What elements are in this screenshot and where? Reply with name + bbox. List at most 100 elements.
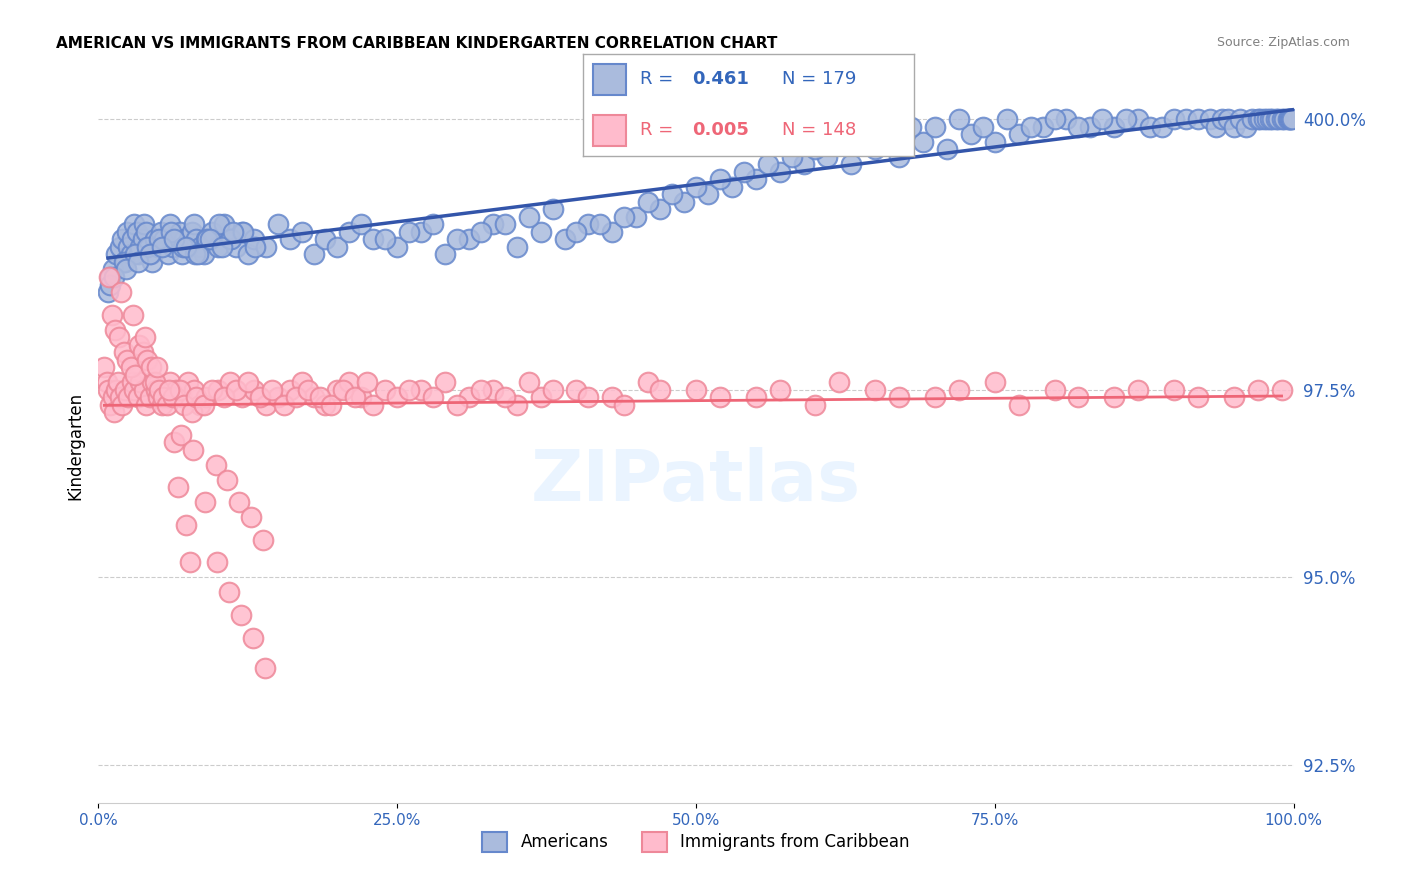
Point (363, 398, 385, 412)
Point (114, 383, 136, 397)
Point (517, 210, 540, 224)
Point (446, 398, 468, 412)
Point (267, 390, 290, 404)
Point (138, 240, 160, 254)
Point (162, 390, 184, 404)
Point (1080, 120, 1102, 134)
Point (385, 240, 409, 254)
Point (236, 375, 259, 389)
Point (828, 135, 851, 149)
Point (219, 375, 242, 389)
Point (165, 383, 187, 397)
Point (105, 383, 128, 397)
Point (1175, 112, 1198, 127)
Point (165, 232, 187, 246)
Point (260, 383, 283, 397)
Point (1247, 112, 1270, 127)
Point (1223, 120, 1246, 134)
Point (745, 172, 768, 186)
Point (308, 390, 330, 404)
Point (1216, 112, 1239, 127)
Point (756, 157, 779, 171)
Point (186, 390, 208, 404)
Point (769, 383, 792, 397)
Point (207, 383, 229, 397)
Point (111, 232, 134, 246)
Point (297, 383, 319, 397)
Point (101, 390, 124, 404)
Point (212, 390, 235, 404)
Point (103, 405, 125, 419)
Point (174, 517, 197, 532)
Point (127, 390, 149, 404)
Point (195, 232, 218, 246)
Point (225, 383, 247, 397)
Point (163, 232, 186, 246)
Point (278, 232, 301, 246)
Point (350, 390, 373, 404)
Point (254, 398, 277, 412)
Point (793, 157, 815, 171)
Point (167, 480, 190, 494)
Point (107, 375, 129, 389)
Point (153, 232, 176, 246)
Point (1234, 120, 1257, 134)
Point (108, 240, 131, 254)
Point (924, 390, 946, 404)
Point (111, 398, 134, 412)
Point (152, 390, 174, 404)
Point (530, 390, 553, 404)
Point (193, 247, 215, 261)
Point (1256, 112, 1278, 127)
Point (157, 383, 180, 397)
Point (541, 383, 564, 397)
Text: N = 148: N = 148 (782, 121, 856, 139)
Point (1067, 120, 1090, 134)
Point (231, 390, 253, 404)
Point (1019, 120, 1042, 134)
Point (1043, 112, 1066, 127)
Point (972, 120, 994, 134)
Point (231, 225, 253, 239)
Point (183, 218, 205, 232)
Point (385, 390, 409, 404)
Point (143, 232, 166, 246)
Point (411, 225, 433, 239)
Point (145, 383, 167, 397)
Point (1199, 112, 1222, 127)
Point (96, 375, 118, 389)
Point (995, 112, 1018, 127)
Legend: Americans, Immigrants from Caribbean: Americans, Immigrants from Caribbean (475, 825, 917, 859)
Point (780, 150, 803, 164)
Point (356, 375, 378, 389)
Point (143, 375, 166, 389)
Point (284, 390, 307, 404)
Point (650, 383, 672, 397)
Point (162, 240, 184, 254)
Point (225, 240, 247, 254)
Point (139, 247, 162, 261)
Point (188, 240, 211, 254)
Point (135, 398, 157, 412)
Point (172, 390, 194, 404)
Point (129, 375, 152, 389)
Point (242, 631, 264, 645)
Point (122, 308, 145, 322)
Point (494, 218, 516, 232)
Point (124, 383, 146, 397)
Point (948, 383, 970, 397)
Point (150, 398, 173, 412)
Point (201, 383, 224, 397)
Point (1229, 112, 1251, 127)
Point (112, 255, 135, 269)
Point (181, 442, 204, 457)
Point (240, 510, 263, 524)
Point (146, 360, 169, 375)
Point (1128, 112, 1150, 127)
Point (828, 375, 851, 389)
Point (374, 232, 396, 246)
Point (339, 225, 361, 239)
Point (186, 232, 208, 246)
Point (131, 232, 153, 246)
Point (1264, 112, 1286, 127)
